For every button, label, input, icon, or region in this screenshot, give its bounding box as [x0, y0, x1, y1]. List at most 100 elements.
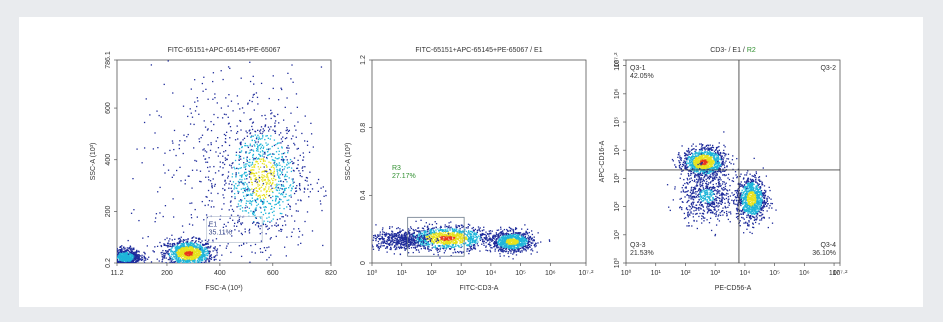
- data-point: [517, 232, 519, 235]
- data-point: [290, 78, 292, 80]
- data-point: [465, 238, 467, 241]
- data-point: [232, 219, 234, 221]
- data-point: [270, 109, 272, 112]
- data-point: [183, 250, 185, 252]
- data-point: [286, 147, 288, 149]
- data-point: [227, 221, 229, 224]
- data-point: [458, 246, 460, 248]
- data-point: [495, 244, 498, 247]
- data-point: [175, 255, 178, 257]
- density-points: [372, 219, 551, 260]
- data-point: [246, 135, 249, 137]
- data-point: [282, 201, 284, 203]
- data-point: [440, 237, 442, 239]
- data-point: [254, 175, 256, 177]
- data-point: [281, 140, 284, 143]
- data-point: [298, 170, 300, 172]
- data-point: [473, 240, 475, 242]
- data-point: [417, 227, 420, 229]
- data-point: [290, 138, 293, 140]
- data-point: [238, 182, 240, 184]
- data-point: [496, 241, 498, 243]
- data-point: [473, 230, 475, 232]
- data-point: [281, 216, 283, 218]
- data-point: [275, 189, 278, 191]
- data-point: [275, 198, 277, 200]
- data-point: [110, 255, 111, 256]
- data-point: [176, 246, 178, 248]
- data-point: [219, 244, 221, 247]
- data-point: [521, 244, 523, 246]
- data-point: [189, 256, 191, 258]
- data-point: [173, 245, 175, 248]
- data-point: [265, 43, 266, 44]
- data-point: [251, 182, 253, 184]
- data-point: [214, 247, 216, 249]
- data-point: [476, 239, 478, 241]
- data-point: [289, 208, 291, 210]
- data-point: [285, 156, 287, 158]
- data-point: [421, 242, 423, 244]
- data-point: [237, 180, 240, 183]
- data-point: [524, 233, 526, 235]
- data-point: [266, 148, 268, 151]
- data-point: [245, 242, 248, 244]
- data-point: [156, 258, 158, 260]
- data-point: [250, 202, 252, 204]
- data-point: [196, 105, 198, 108]
- data-point: [273, 162, 275, 164]
- data-point: [182, 241, 185, 243]
- data-point: [295, 203, 297, 205]
- data-point: [415, 241, 417, 243]
- data-point: [264, 188, 266, 190]
- data-point: [111, 250, 112, 251]
- data-point: [264, 114, 266, 117]
- data-point: [469, 245, 471, 247]
- data-point: [202, 244, 204, 246]
- data-point: [193, 259, 196, 261]
- data-point: [238, 184, 240, 186]
- data-point: [275, 203, 277, 205]
- data-point: [194, 265, 195, 266]
- data-point: [204, 258, 206, 260]
- data-point: [287, 203, 289, 205]
- data-point: [225, 182, 227, 184]
- data-point: [172, 251, 175, 254]
- data-point: [178, 247, 180, 250]
- data-point: [418, 233, 420, 235]
- data-point: [278, 150, 280, 152]
- data-point: [281, 147, 283, 149]
- data-point: [470, 235, 472, 238]
- data-point: [465, 227, 467, 229]
- data-point: [204, 126, 207, 128]
- data-point: [260, 211, 262, 214]
- data-point: [165, 286, 166, 287]
- data-point: [454, 237, 456, 239]
- data-point: [280, 193, 282, 196]
- data-point: [135, 252, 137, 254]
- data-point: [471, 244, 473, 246]
- data-point: [198, 237, 201, 239]
- data-point: [435, 226, 437, 228]
- data-point: [131, 252, 133, 255]
- data-point: [127, 239, 129, 242]
- data-point: [241, 107, 244, 109]
- data-point: [462, 240, 464, 242]
- data-point: [499, 255, 501, 257]
- data-point: [207, 189, 210, 192]
- data-point: [241, 199, 243, 202]
- data-point: [199, 259, 201, 261]
- data-point: [483, 229, 485, 231]
- data-point: [122, 266, 123, 267]
- data-point: [115, 258, 116, 259]
- data-point: [131, 260, 134, 262]
- data-point: [224, 157, 226, 159]
- data-point: [115, 254, 116, 255]
- data-point: [509, 237, 511, 239]
- data-point: [296, 106, 299, 108]
- data-point: [427, 228, 430, 230]
- data-point: [282, 191, 285, 193]
- data-point: [115, 248, 116, 249]
- data-point: [182, 253, 185, 256]
- data-point: [445, 225, 448, 228]
